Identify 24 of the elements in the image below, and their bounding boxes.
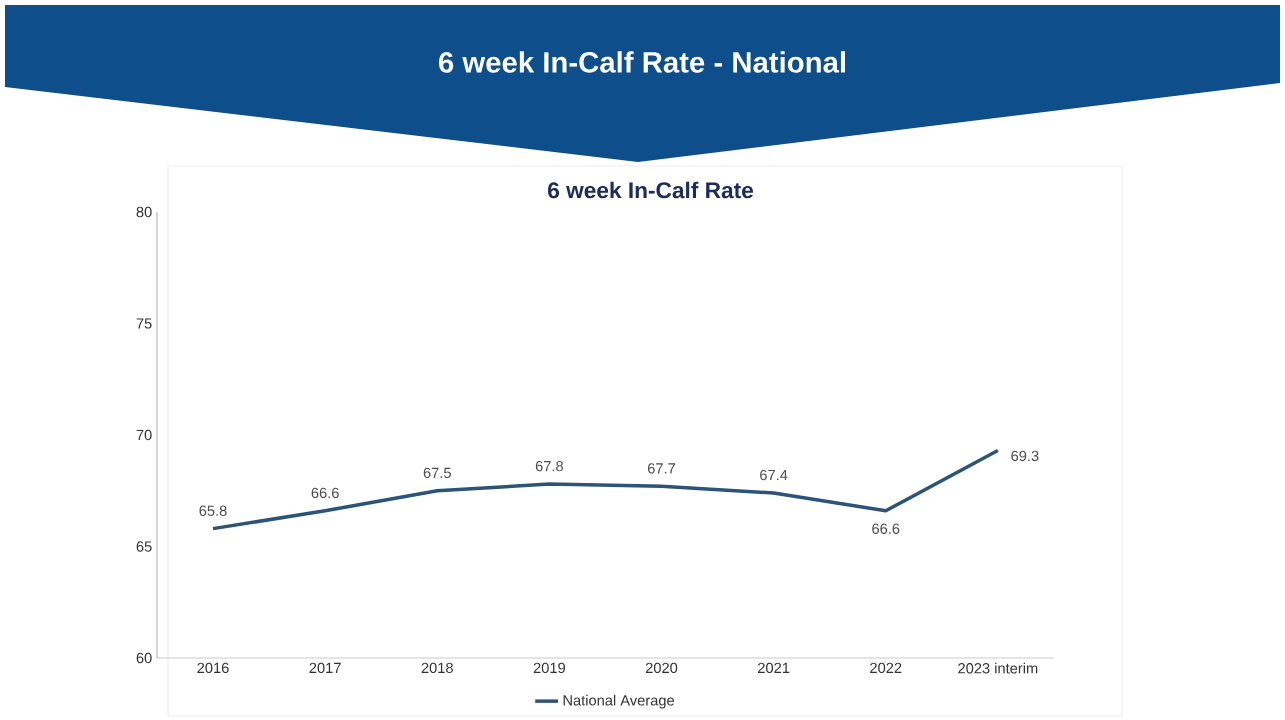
y-tick-label: 60	[136, 652, 152, 664]
x-tick-label: 2016	[197, 662, 229, 674]
data-label: 69.3	[1011, 450, 1039, 462]
chart-title: 6 week In-Calf Rate - National	[439, 51, 845, 73]
x-tick-label: 2022	[870, 662, 902, 674]
y-tick-label: 75	[136, 318, 152, 329]
chart-subtitle: 6 week In-Calf Rate	[548, 181, 754, 199]
data-label: 67.5	[423, 467, 451, 479]
data-label: 67.4	[760, 469, 788, 481]
y-tick-label: 65	[136, 541, 152, 552]
y-tick-label: 70	[136, 429, 152, 441]
data-label: 66.6	[872, 523, 900, 534]
data-label: 66.6	[311, 487, 339, 499]
x-tick-label: 2018	[421, 662, 453, 674]
x-tick-label: 2020	[645, 662, 678, 674]
data-label: 67.7	[647, 463, 676, 474]
x-tick-label: 2021	[758, 662, 790, 674]
legend-label: National Average	[563, 694, 675, 709]
x-tick-label: 2019	[533, 662, 565, 674]
y-tick-label: 80	[136, 206, 152, 218]
data-label: 67.8	[535, 460, 563, 472]
x-tick-label: 2023 interim	[958, 662, 1038, 674]
x-tick-label: 2017	[309, 662, 341, 674]
data-label: 65.8	[199, 505, 227, 516]
